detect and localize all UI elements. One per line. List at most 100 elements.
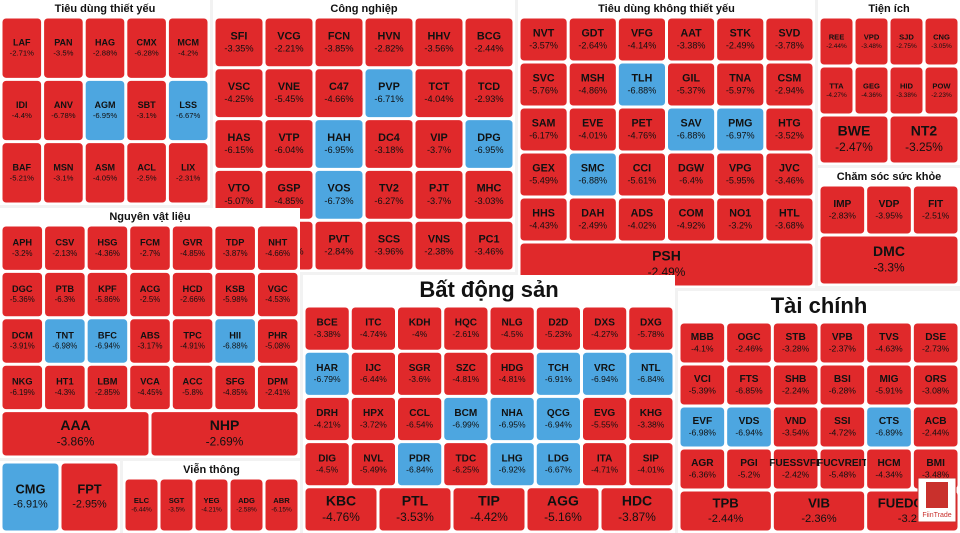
stock-ticker: VCA xyxy=(140,377,160,387)
stock-change: -3.6% xyxy=(408,374,431,384)
stock-change: -6.85% xyxy=(735,385,763,395)
stock-ticker: ACB xyxy=(925,416,947,427)
stock-ticker: VTP xyxy=(278,132,299,144)
stock-change: -3.08% xyxy=(922,385,950,395)
stock-ticker: APH xyxy=(13,238,33,248)
stock-cell xyxy=(765,17,814,62)
stock-cell xyxy=(350,306,396,351)
stock-cell xyxy=(304,487,378,532)
stock-change: -3.96% xyxy=(374,247,403,257)
stock-cell xyxy=(889,115,959,164)
stock-ticker: DGC xyxy=(12,284,33,294)
stock-cell xyxy=(568,152,617,197)
stock-ticker: VDP xyxy=(879,199,900,210)
stock-change: -6.17% xyxy=(529,130,558,140)
stock-change: -2.5% xyxy=(137,173,157,182)
stock-cell xyxy=(726,364,772,406)
stock-ticker: NVL xyxy=(363,453,383,464)
stock-change: -3.05% xyxy=(931,43,952,50)
stock-change: -4.01% xyxy=(578,130,607,140)
stock-cell xyxy=(889,66,924,115)
stock-cell xyxy=(819,66,854,115)
stock-change: -4.01% xyxy=(637,464,664,474)
stock-ticker: YEG xyxy=(203,496,219,505)
stock-ticker: DXS xyxy=(594,318,615,329)
stock-ticker: GDT xyxy=(581,27,604,39)
stock-change: -2.83% xyxy=(829,210,857,220)
stock-ticker: DCM xyxy=(12,330,33,340)
stock-cell xyxy=(535,306,581,351)
stock-ticker: HTG xyxy=(778,117,801,129)
stock-change: -6.67% xyxy=(176,111,200,120)
stock-ticker: MCM xyxy=(177,38,199,48)
stock-cell xyxy=(866,185,912,235)
stock-ticker: HTL xyxy=(779,207,800,219)
stock-ticker: ACC xyxy=(183,377,203,387)
stock-change: -3.3% xyxy=(873,261,904,275)
stock-ticker: TLH xyxy=(632,72,653,84)
stock-change: -2.38% xyxy=(424,247,453,257)
stock-cell xyxy=(214,364,256,411)
stock-ticker: FCM xyxy=(140,238,160,248)
stock-change: -4.5% xyxy=(316,464,339,474)
stock-cell xyxy=(256,364,299,411)
stock-ticker: NLG xyxy=(502,318,523,329)
sector-title: Tiêu dùng thiết yếu xyxy=(55,3,156,15)
stock-ticker: NT2 xyxy=(911,123,938,139)
stock-ticker: OGC xyxy=(737,332,761,343)
stock-cell xyxy=(86,225,129,271)
stock-cell xyxy=(819,322,866,364)
stock-cell xyxy=(679,448,726,490)
stock-change: -4.3% xyxy=(55,388,76,397)
sector-title: Viễn thông xyxy=(183,463,240,476)
stock-change: -4.71% xyxy=(591,464,618,474)
stock-change: -3.7% xyxy=(427,196,451,206)
stock-ticker: MHC xyxy=(477,183,502,195)
stock-cell xyxy=(129,318,171,364)
stock-change: -2.31% xyxy=(176,173,200,182)
stock-cell xyxy=(464,220,514,271)
stock-change: -6.92% xyxy=(499,464,526,474)
stock-ticker: HT1 xyxy=(56,377,73,387)
stock-ticker: LIX xyxy=(181,162,195,172)
stock-change: -4.21% xyxy=(201,506,222,513)
stock-cell xyxy=(489,351,535,396)
stock-ticker: SIP xyxy=(643,453,659,464)
stock-cell xyxy=(716,107,765,152)
stock-change: -4.92% xyxy=(677,220,706,230)
stock-ticker: AGG xyxy=(547,492,579,508)
stock-change: -2.58% xyxy=(236,506,257,513)
stock-ticker: POW xyxy=(932,81,951,90)
stock-ticker: LBM xyxy=(97,377,117,387)
stock-cell xyxy=(628,396,674,442)
stock-ticker: SJD xyxy=(899,32,914,41)
stock-change: -6.98% xyxy=(689,427,717,437)
stock-cell xyxy=(1,225,44,271)
stock-change: -6.95% xyxy=(324,145,353,155)
stock-change: -6.88% xyxy=(223,342,248,351)
stock-change: -2.44% xyxy=(826,43,847,50)
stock-cell xyxy=(214,17,264,68)
stock-change: -6.28% xyxy=(134,49,158,58)
stock-cell xyxy=(464,119,514,169)
stock-change: -4.72% xyxy=(829,427,857,437)
stock-ticker: PMG xyxy=(728,117,752,129)
stock-cell xyxy=(126,142,167,204)
stock-ticker: FUCVREIT xyxy=(817,458,868,469)
stock-cell xyxy=(617,152,666,197)
stock-ticker: LDG xyxy=(548,453,569,464)
stock-change: -6.91% xyxy=(13,499,48,511)
stock-cell xyxy=(397,396,443,442)
stock-ticker: PSH xyxy=(652,248,681,264)
stock-cell xyxy=(214,318,256,364)
stock-change: -4.63% xyxy=(875,343,903,353)
stock-change: -3.2% xyxy=(12,249,33,258)
stock-cell xyxy=(167,79,209,142)
stock-cell xyxy=(256,225,299,271)
stock-ticker: DC4 xyxy=(378,132,400,144)
stock-ticker: ASM xyxy=(95,162,115,172)
stock-cell xyxy=(214,225,256,271)
stock-change: -2.44% xyxy=(474,43,503,53)
stock-cell xyxy=(628,351,674,396)
